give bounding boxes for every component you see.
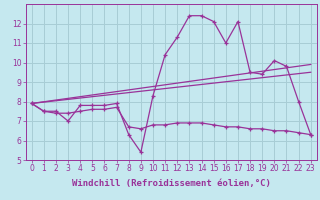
X-axis label: Windchill (Refroidissement éolien,°C): Windchill (Refroidissement éolien,°C) <box>72 179 271 188</box>
